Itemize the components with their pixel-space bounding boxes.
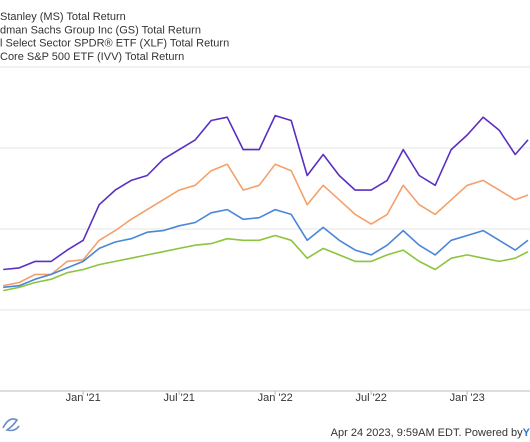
footer: Apr 24 2023, 9:59AM EDT. Powered by [331,427,523,439]
x-tick-label: Jan '21 [66,392,101,404]
x-tick-label: Jul '22 [355,392,386,404]
series-line [3,163,529,287]
x-tick-label: Jan '22 [258,392,293,404]
legend-label: l Select Sector SPDR® ETF (XLF) Total Re… [0,38,229,50]
plot: Jan '21 Jul '21 Jan '22 Jul '22 Jan '23 Stanl… [0,11,530,404]
legend-label: dman Sachs Group Inc (GS) Total Return [0,24,201,36]
x-tick-label: Jan '23 [450,392,485,404]
x-tick-label: Jul '21 [163,392,194,404]
legend-label: Stanley (MS) Total Return [0,11,126,23]
series-line [3,234,529,292]
legend-label: Core S&P 500 ETF (IVV) Total Return [0,51,184,63]
series-line [3,208,529,289]
footer-brand: Y [523,427,530,439]
series-line [3,114,529,271]
logo [2,418,20,432]
